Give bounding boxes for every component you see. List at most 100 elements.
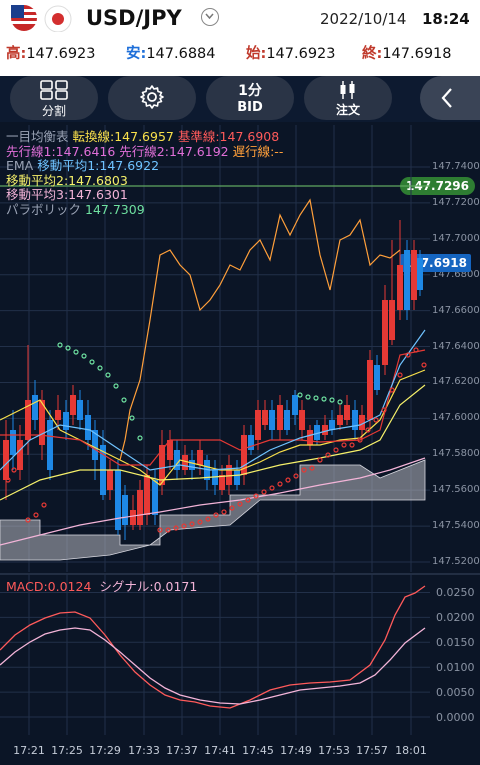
sar-dot	[413, 347, 419, 353]
order-button[interactable]: 注文	[304, 76, 392, 120]
sar-dot	[197, 519, 203, 525]
toolbar: 分割 1分 BID 注文	[0, 76, 480, 122]
candle-body	[107, 470, 113, 490]
candlestick-icon	[340, 81, 355, 99]
candle-body	[189, 460, 195, 470]
indicator-legend: 一目均衡表 転換線:147.6957 基準線:147.6908 先行線1:147…	[6, 129, 283, 218]
candle-body	[182, 455, 188, 470]
macd-tick-label: 0.0150	[436, 636, 475, 650]
ema-line	[0, 329, 426, 471]
sar-dot	[337, 399, 343, 405]
header-bar: USD/JPY 2022/10/14 18:24 高:147.6923 安:14…	[0, 0, 480, 76]
sar-dot	[397, 372, 403, 378]
sar-dot	[25, 517, 31, 523]
sar-dot	[165, 527, 171, 533]
sar-dot	[113, 383, 119, 389]
price-tick-label: 147.6800	[432, 268, 480, 280]
sar-dot	[137, 435, 143, 441]
chevron-down-icon[interactable]	[201, 8, 219, 26]
candle-body	[359, 415, 365, 430]
macd-tick-label: 0.0200	[436, 611, 475, 625]
open-value: 147.6923	[266, 46, 336, 62]
sar-dot	[297, 392, 303, 398]
sar-dot	[253, 493, 259, 499]
price-type-label: BID	[237, 100, 263, 115]
sar-dot	[305, 394, 311, 400]
time-tick-label: 17:49	[280, 744, 312, 757]
time-tick-label: 17:37	[166, 744, 198, 757]
price-tick-label: 147.7000	[432, 232, 480, 244]
time-tick-label: 17:57	[356, 744, 388, 757]
signal-value: シグナル:0.0171	[99, 579, 198, 594]
currency-pair[interactable]: USD/JPY	[86, 6, 182, 30]
ma3-value: 移動平均3:147.6301	[6, 187, 128, 203]
sar-dot	[309, 465, 315, 471]
sar-dot	[97, 365, 103, 371]
sar-dot	[321, 396, 327, 402]
sar-dot	[11, 467, 17, 473]
sar-dot	[173, 525, 179, 531]
candle-body	[389, 300, 395, 340]
time-tick-label: 17:29	[89, 744, 121, 757]
date-text: 2022/10/14	[320, 10, 407, 28]
sar-dot	[285, 477, 291, 483]
line-price-tag: 147.7296	[400, 177, 476, 195]
sar-dot	[293, 473, 299, 479]
ma3-line	[0, 457, 426, 546]
sar-dot	[317, 457, 323, 463]
low-label: 安:	[126, 46, 147, 62]
sar-dot	[245, 497, 251, 503]
candle-body	[255, 410, 261, 440]
price-tick-label: 147.7200	[432, 196, 480, 208]
sar-dot	[221, 509, 227, 515]
candle-body	[39, 400, 45, 445]
ma2-value: 移動平均2:147.6803	[6, 172, 128, 188]
signal-line	[0, 627, 426, 705]
macd-tick-label: 0.0000	[436, 711, 475, 724]
sar-dot	[389, 387, 395, 393]
settings-button[interactable]	[108, 76, 196, 120]
split-label: 分割	[41, 104, 66, 118]
sar-dot	[229, 505, 235, 511]
candle-body	[329, 420, 335, 430]
candle-body	[292, 395, 298, 415]
timeframe-button[interactable]: 1分 BID	[206, 76, 294, 120]
sar-dot	[33, 512, 39, 518]
macd-chart[interactable]	[0, 572, 480, 737]
candle-body	[10, 430, 16, 455]
sar-dot	[65, 345, 71, 351]
senkou2-value: 先行線2:147.6192	[119, 143, 229, 159]
candle-body	[167, 440, 173, 460]
split-button[interactable]: 分割	[10, 76, 98, 120]
candle-body	[144, 475, 150, 515]
candle-body	[277, 405, 283, 430]
price-tick-label: 147.6200	[432, 376, 480, 388]
sar-dot	[189, 521, 195, 527]
price-tick-label: 147.5200	[432, 556, 480, 567]
candle-body	[397, 265, 403, 310]
sar-dot	[157, 527, 163, 533]
currency-flags	[11, 5, 72, 32]
time-tick-label: 17:33	[128, 744, 160, 757]
candle-body	[411, 250, 417, 300]
kijun-line	[0, 349, 426, 466]
sar-dot	[301, 467, 307, 473]
candle-body	[344, 405, 350, 420]
sar-dot	[269, 485, 275, 491]
candle-body	[197, 450, 203, 465]
macd-line	[0, 585, 426, 709]
candle-body	[63, 412, 69, 430]
price-chart[interactable]	[0, 122, 480, 572]
candle-body	[219, 475, 225, 490]
sar-dot	[333, 447, 339, 453]
collapse-button[interactable]	[420, 76, 480, 120]
candle-body	[47, 420, 53, 470]
candle-body	[337, 415, 343, 425]
candle-body	[212, 470, 218, 485]
sar-dot	[237, 501, 243, 507]
japan-flag-icon	[44, 5, 72, 32]
close-label: 終:	[362, 46, 383, 62]
us-flag-icon	[11, 5, 37, 31]
gear-icon	[140, 85, 164, 109]
sar-dot	[373, 417, 379, 423]
